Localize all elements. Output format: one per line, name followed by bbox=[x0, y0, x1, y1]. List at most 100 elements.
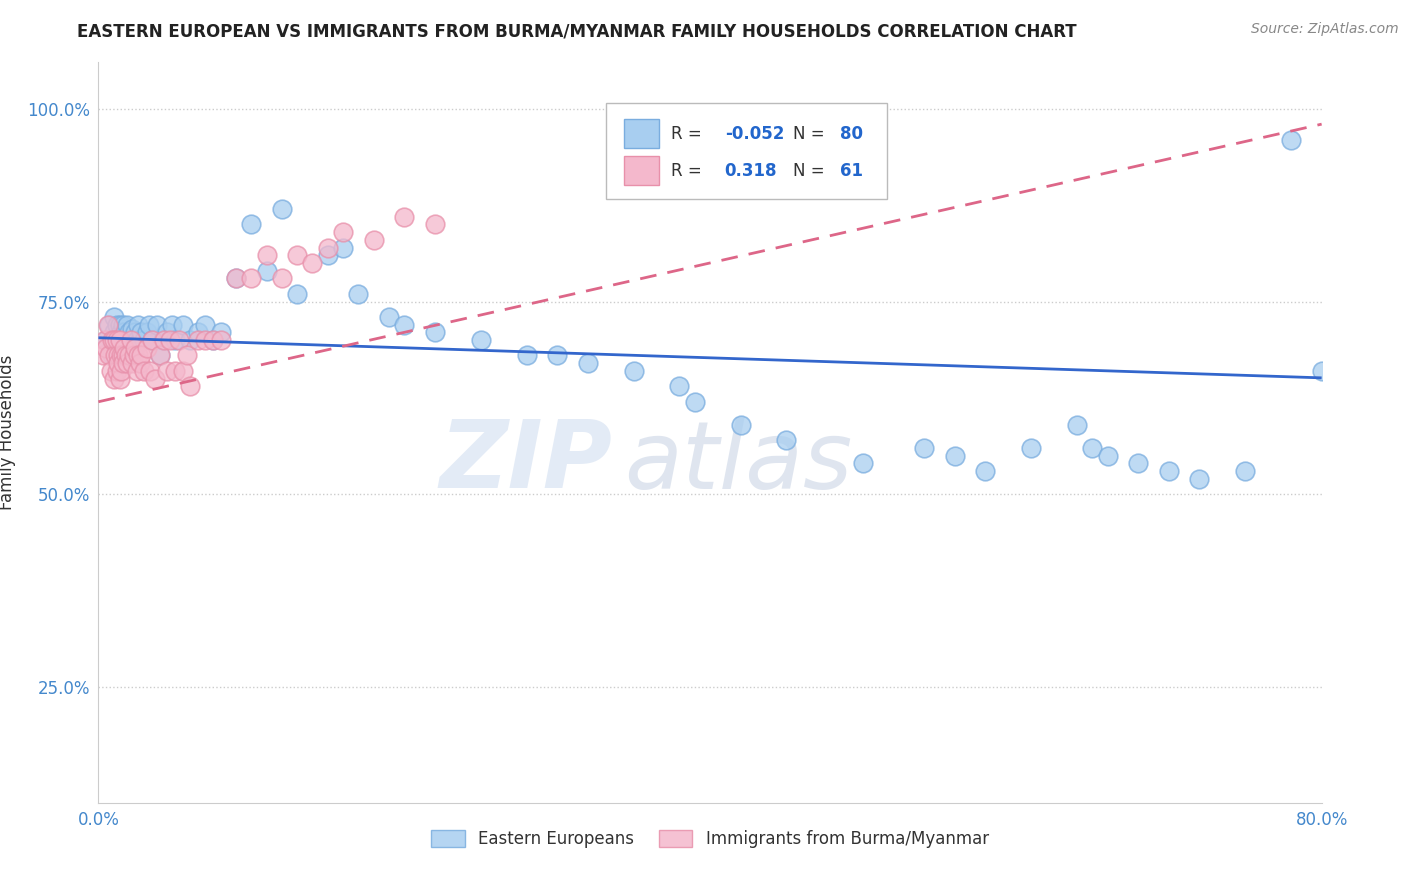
Point bbox=[285, 286, 308, 301]
Point bbox=[209, 326, 232, 340]
Point bbox=[943, 449, 966, 463]
Point bbox=[149, 349, 172, 363]
Point bbox=[179, 333, 201, 347]
Point bbox=[98, 349, 121, 363]
Point bbox=[129, 349, 152, 363]
Point bbox=[194, 333, 217, 347]
Point bbox=[108, 318, 131, 332]
Point bbox=[623, 364, 645, 378]
Point bbox=[124, 341, 146, 355]
Point bbox=[1234, 464, 1257, 478]
Point bbox=[111, 349, 134, 363]
Point bbox=[668, 379, 690, 393]
FancyBboxPatch shape bbox=[624, 120, 658, 147]
Point bbox=[347, 286, 370, 301]
Point bbox=[163, 333, 186, 347]
Point bbox=[153, 333, 176, 347]
Point bbox=[100, 341, 122, 355]
Point bbox=[110, 349, 132, 363]
Point bbox=[240, 218, 263, 232]
Point bbox=[1066, 417, 1088, 432]
Point bbox=[101, 349, 124, 363]
Point bbox=[730, 417, 752, 432]
Point bbox=[974, 464, 997, 478]
Text: N =: N = bbox=[793, 125, 830, 143]
Point bbox=[118, 341, 141, 355]
Point bbox=[125, 333, 148, 347]
Point bbox=[110, 349, 132, 363]
Point bbox=[139, 364, 162, 378]
Point bbox=[107, 349, 129, 363]
Point bbox=[94, 333, 117, 347]
Text: atlas: atlas bbox=[624, 417, 852, 508]
Point bbox=[156, 364, 179, 378]
Point bbox=[120, 333, 142, 347]
Point bbox=[209, 333, 232, 347]
Point bbox=[225, 271, 247, 285]
Point bbox=[270, 271, 292, 285]
Point bbox=[101, 333, 124, 347]
Point bbox=[1157, 464, 1180, 478]
Point bbox=[516, 349, 538, 363]
Point bbox=[103, 333, 125, 347]
Point bbox=[240, 271, 263, 285]
Point bbox=[316, 240, 339, 255]
Point bbox=[117, 356, 139, 370]
Point bbox=[125, 364, 148, 378]
Point bbox=[156, 326, 179, 340]
Point bbox=[172, 318, 194, 332]
Point bbox=[104, 349, 127, 363]
Point bbox=[136, 326, 159, 340]
Point bbox=[270, 202, 292, 216]
Point bbox=[1128, 457, 1150, 471]
Text: 61: 61 bbox=[839, 161, 863, 179]
Point bbox=[141, 333, 163, 347]
Point bbox=[124, 326, 146, 340]
Point bbox=[103, 326, 125, 340]
Point bbox=[105, 318, 128, 332]
Point bbox=[134, 333, 156, 347]
Point bbox=[576, 356, 599, 370]
Point bbox=[100, 364, 122, 378]
Point bbox=[470, 333, 492, 347]
Point bbox=[98, 318, 121, 332]
Point bbox=[110, 326, 132, 340]
Point bbox=[127, 349, 149, 363]
Text: ZIP: ZIP bbox=[439, 417, 612, 508]
Point bbox=[111, 356, 134, 370]
Point bbox=[108, 333, 131, 347]
Text: Source: ZipAtlas.com: Source: ZipAtlas.com bbox=[1251, 22, 1399, 37]
Point bbox=[105, 364, 128, 378]
Point bbox=[103, 310, 125, 324]
Point bbox=[121, 321, 143, 335]
Point bbox=[169, 333, 191, 347]
Point bbox=[301, 256, 323, 270]
Point bbox=[128, 356, 150, 370]
Point bbox=[105, 333, 128, 347]
Point bbox=[1019, 441, 1042, 455]
Text: EASTERN EUROPEAN VS IMMIGRANTS FROM BURMA/MYANMAR FAMILY HOUSEHOLDS CORRELATION : EASTERN EUROPEAN VS IMMIGRANTS FROM BURM… bbox=[77, 22, 1077, 40]
Point bbox=[285, 248, 308, 262]
Point bbox=[149, 349, 172, 363]
Point bbox=[108, 371, 131, 385]
Point bbox=[128, 333, 150, 347]
Point bbox=[176, 349, 198, 363]
Point bbox=[91, 349, 114, 363]
Point bbox=[122, 349, 145, 363]
Point bbox=[112, 341, 135, 355]
Point bbox=[179, 379, 201, 393]
Point bbox=[256, 248, 278, 262]
Text: -0.052: -0.052 bbox=[724, 125, 785, 143]
Point bbox=[138, 318, 160, 332]
Point bbox=[683, 394, 706, 409]
Point bbox=[912, 441, 935, 455]
Point bbox=[1188, 472, 1211, 486]
Point bbox=[160, 318, 183, 332]
Point bbox=[256, 263, 278, 277]
Point bbox=[112, 326, 135, 340]
Point bbox=[129, 326, 152, 340]
Point bbox=[127, 318, 149, 332]
Point bbox=[107, 341, 129, 355]
Point bbox=[105, 333, 128, 347]
Point bbox=[225, 271, 247, 285]
